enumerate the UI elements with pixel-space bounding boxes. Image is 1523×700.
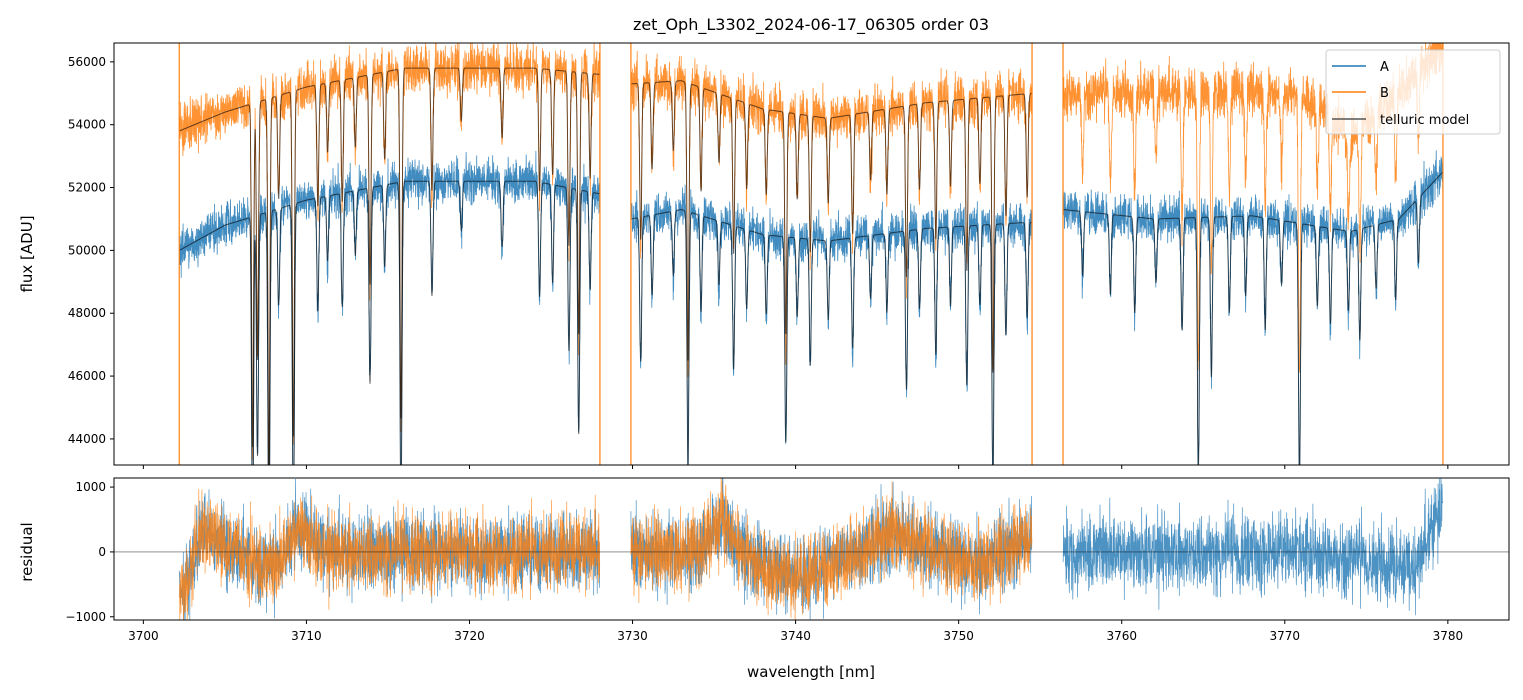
series-b-line: [178, 43, 601, 465]
flux-panel: 44000 46000 48000 50000 52000 54000 56000: [68, 42, 1510, 469]
telluric-model-b-line: [630, 80, 1032, 373]
xtick-label: 3740: [780, 629, 811, 643]
residual-ylabel: residual: [18, 522, 36, 581]
flux-ytick-label: 54000: [68, 118, 106, 132]
flux-axes-frame: [113, 42, 1510, 466]
series-a-line: [178, 150, 601, 465]
xtick-label: 3750: [943, 629, 974, 643]
legend-b: B: [1380, 86, 1389, 101]
x-axis-label: wavelength [nm]: [747, 663, 875, 681]
flux-ytick-label: 56000: [68, 55, 106, 69]
series-a-line: [630, 184, 1033, 465]
residual-axes-frame: [113, 477, 1510, 621]
xtick-label: 3720: [454, 629, 485, 643]
residual-ytick-label: 0: [98, 545, 106, 559]
telluric-model-a-line: [630, 208, 1032, 465]
residual-plot-area: [114, 478, 1509, 620]
residual-b-line: [630, 478, 1033, 620]
legend-a: A: [1380, 60, 1389, 75]
residual-ytick-label: 1000: [75, 480, 106, 494]
xtick-label: 3700: [128, 629, 159, 643]
flux-ytick-label: 48000: [68, 306, 106, 320]
xtick-label: 3710: [291, 629, 322, 643]
xtick-label: 3770: [1270, 629, 1301, 643]
xtick-label: 3780: [1433, 629, 1464, 643]
flux-ytick-label: 46000: [68, 369, 106, 383]
residual-ytick-label: −1000: [65, 610, 106, 624]
legend: A B telluric model: [1325, 49, 1501, 135]
residual-b-line: [178, 488, 601, 620]
chart-title: zet_Oph_L3302_2024-06-17_06305 order 03: [633, 15, 989, 35]
flux-ytick-label: 52000: [68, 181, 106, 195]
flux-ylabel: flux [ADU]: [18, 215, 36, 292]
flux-ytick-label: 50000: [68, 243, 106, 257]
xtick-label: 3730: [617, 629, 648, 643]
series-a-line: [1062, 150, 1444, 465]
flux-plot-area: [178, 43, 1444, 465]
legend-model: telluric model: [1380, 113, 1469, 128]
xtick-label: 3760: [1106, 629, 1137, 643]
telluric-model-a-line: [178, 180, 600, 465]
telluric-model-b-line: [178, 67, 600, 465]
telluric-model-a-line: [1062, 171, 1444, 465]
residual-panel: −1000 0 1000 3700 3710 3720 3730 3740 3750 3760 37…: [65, 477, 1510, 643]
residual-a-line: [1062, 478, 1444, 616]
flux-ytick-label: 44000: [68, 432, 106, 446]
